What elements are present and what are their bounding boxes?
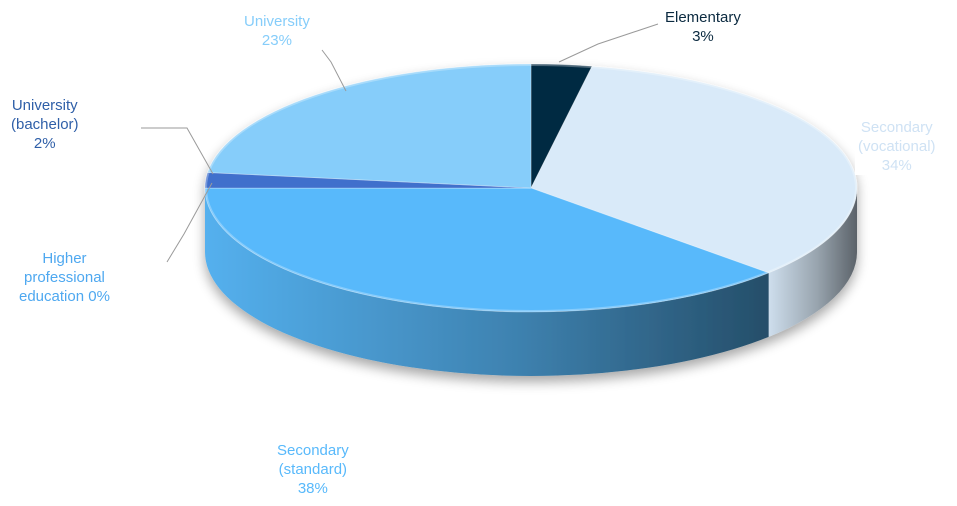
- slice-label-line: Higher: [42, 250, 87, 267]
- slice-label-line: Secondary: [860, 119, 933, 136]
- leader-line: [166, 182, 213, 263]
- pie-slice: [207, 63, 532, 189]
- slice-label-elementary: Elementary 3%: [662, 8, 744, 46]
- slice-label-line: Elementary: [665, 9, 741, 26]
- slice-label-line: 38%: [297, 480, 328, 497]
- pie-rim-highlight: [205, 64, 857, 312]
- leader-line: [558, 23, 659, 63]
- slice-label-secondary-standard: Secondary (standard) 38%: [274, 441, 352, 498]
- slice-label-higher-professional-education: Higher professional education 0%: [16, 249, 113, 306]
- slice-label-line: professional: [24, 269, 105, 286]
- slice-label-line: 3%: [692, 28, 714, 45]
- slice-label-line: 23%: [261, 32, 292, 49]
- pie-slice-side: [768, 188, 857, 337]
- slice-label-line: University: [244, 13, 310, 30]
- slice-label-line: education 0%: [19, 288, 110, 305]
- slice-label-line: University: [11, 97, 78, 114]
- leader-line: [321, 49, 347, 92]
- slice-label-line: 34%: [881, 157, 912, 174]
- leader-line: [141, 127, 214, 175]
- slice-label-secondary-vocational: Secondary (vocational) 34%: [855, 118, 939, 175]
- slice-label-university-bachelor: University (bachelor) 2%: [8, 96, 82, 153]
- slice-label-line: Secondary: [277, 442, 349, 459]
- slice-label-line: (vocational): [858, 138, 936, 155]
- slice-label-line: 2%: [33, 135, 56, 152]
- slice-label-university: University 23%: [241, 12, 313, 50]
- pie-slice-side: [205, 188, 769, 376]
- slice-label-line: (standard): [278, 461, 348, 478]
- slice-label-line: (bachelor): [11, 116, 79, 133]
